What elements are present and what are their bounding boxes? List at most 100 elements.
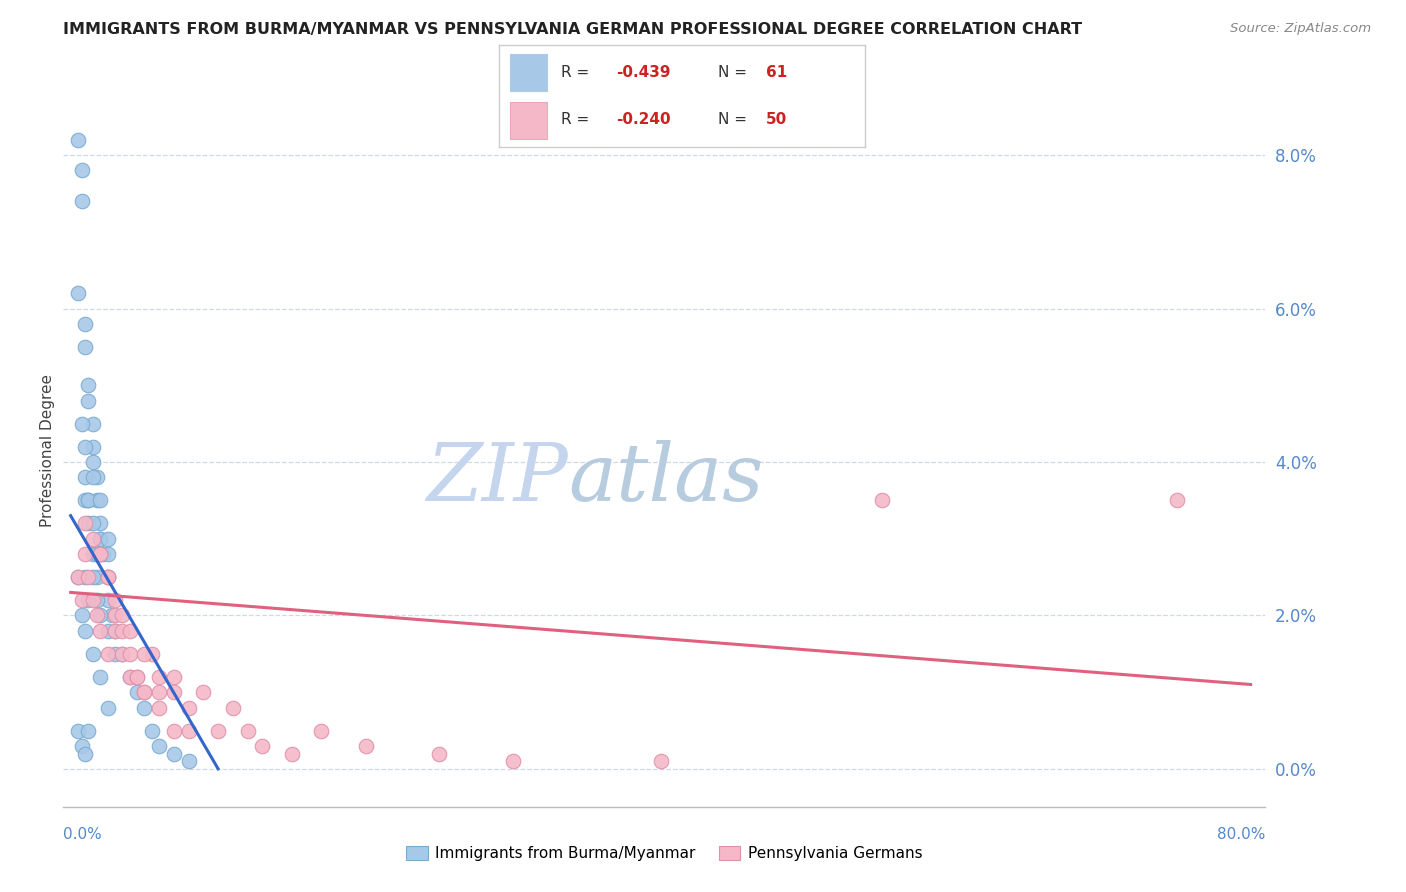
Point [77, 493, 100, 508]
Text: R =: R = [561, 65, 595, 79]
Point [77, 393, 100, 408]
Point [75, 624, 97, 638]
Point [134, 647, 156, 661]
Point [104, 608, 127, 623]
Point [66, 286, 89, 301]
Point [104, 624, 127, 638]
Point [111, 624, 134, 638]
Point [89, 608, 111, 623]
Point [104, 624, 127, 638]
Point [118, 670, 141, 684]
Point [86, 570, 108, 584]
Point [134, 700, 156, 714]
Point [281, 747, 304, 761]
Point [75, 470, 97, 484]
Point [91, 547, 114, 561]
Point [82, 570, 104, 584]
Point [86, 470, 108, 484]
Text: N =: N = [718, 65, 752, 79]
Point [118, 624, 141, 638]
Point [82, 470, 104, 484]
Point [75, 440, 97, 454]
Point [429, 747, 451, 761]
Point [125, 670, 148, 684]
Text: 50: 50 [766, 112, 787, 127]
Bar [510, 54, 547, 91]
Point [222, 700, 245, 714]
Text: ZIP: ZIP [426, 441, 568, 517]
Point [66, 570, 89, 584]
Point [96, 532, 118, 546]
Point [96, 593, 118, 607]
Point [1166, 493, 1188, 508]
Point [72, 593, 94, 607]
Point [148, 739, 170, 753]
Point [134, 685, 156, 699]
Point [96, 570, 118, 584]
Point [72, 194, 94, 208]
Point [75, 317, 97, 331]
Point [125, 685, 148, 699]
Y-axis label: Professional Degree: Professional Degree [39, 374, 55, 527]
Point [111, 647, 134, 661]
Text: 61: 61 [766, 65, 787, 79]
Point [82, 417, 104, 431]
Point [111, 647, 134, 661]
Point [77, 493, 100, 508]
Point [177, 700, 200, 714]
Text: 0.0%: 0.0% [63, 827, 103, 841]
Text: N =: N = [718, 112, 752, 127]
Text: atlas: atlas [568, 441, 763, 517]
Point [82, 547, 104, 561]
Point [89, 670, 111, 684]
Point [96, 700, 118, 714]
Point [72, 163, 94, 178]
Point [66, 133, 89, 147]
Point [125, 670, 148, 684]
Point [66, 723, 89, 738]
Point [163, 685, 186, 699]
Point [118, 670, 141, 684]
Point [77, 723, 100, 738]
Point [236, 723, 259, 738]
Point [104, 647, 127, 661]
Point [870, 493, 893, 508]
Point [207, 723, 229, 738]
Point [354, 739, 377, 753]
Text: -0.240: -0.240 [616, 112, 671, 127]
Point [177, 723, 200, 738]
Point [82, 440, 104, 454]
Point [96, 570, 118, 584]
Point [89, 532, 111, 546]
Point [82, 593, 104, 607]
Point [148, 670, 170, 684]
Point [72, 608, 94, 623]
Point [86, 547, 108, 561]
Point [77, 378, 100, 392]
Point [89, 547, 111, 561]
Point [72, 739, 94, 753]
Point [75, 340, 97, 354]
Point [96, 647, 118, 661]
Point [193, 685, 215, 699]
Point [111, 608, 134, 623]
Point [141, 647, 163, 661]
Point [89, 547, 111, 561]
Text: R =: R = [561, 112, 595, 127]
Point [89, 532, 111, 546]
Point [82, 516, 104, 531]
Point [311, 723, 333, 738]
Point [148, 700, 170, 714]
Bar [510, 102, 547, 139]
Point [163, 670, 186, 684]
Legend: Immigrants from Burma/Myanmar, Pennsylvania Germans: Immigrants from Burma/Myanmar, Pennsylva… [401, 839, 928, 867]
Point [104, 593, 127, 607]
Point [75, 547, 97, 561]
Point [96, 570, 118, 584]
Point [177, 754, 200, 768]
Point [118, 647, 141, 661]
Point [96, 624, 118, 638]
Point [141, 723, 163, 738]
Point [77, 570, 100, 584]
Point [66, 570, 89, 584]
